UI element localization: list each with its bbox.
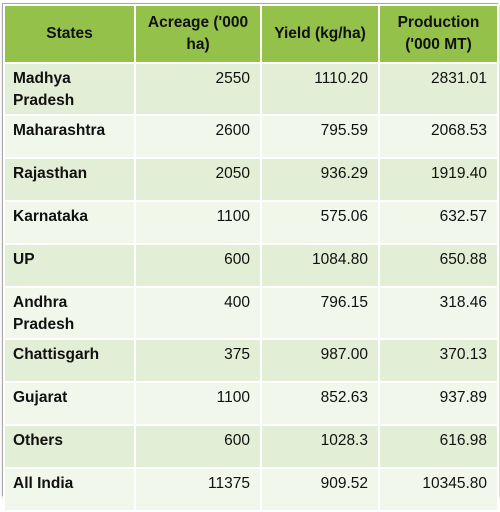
state-cell: Karnataka [3,200,136,245]
yield-cell: 936.29 [260,157,380,202]
state-cell: Maharashtra [3,114,136,159]
yield-cell: 1110.20 [260,62,380,116]
yield-cell: 1028.3 [260,424,380,469]
yield-cell: 575.06 [260,200,380,245]
table-row: Rajasthan 2050 936.29 1919.40 [3,157,499,202]
acreage-cell: 375 [134,338,262,383]
table-row: UP 600 1084.80 650.88 [3,243,499,288]
production-cell: 937.89 [378,381,499,426]
state-cell: Andhra Pradesh [3,286,136,340]
state-cell: Gujarat [3,381,136,426]
acreage-cell: 2550 [134,62,262,116]
yield-cell: 852.63 [260,381,380,426]
table-row: Maharashtra 2600 795.59 2068.53 [3,114,499,159]
acreage-cell: 11375 [134,467,262,512]
data-table-frame: States Acreage ('000 ha) Yield (kg/ha) P… [2,3,499,512]
state-cell: Madhya Pradesh [3,62,136,116]
state-cell: Chattisgarh [3,338,136,383]
production-cell: 650.88 [378,243,499,288]
acreage-cell: 600 [134,243,262,288]
production-cell: 370.13 [378,338,499,383]
table-row: Chattisgarh 375 987.00 370.13 [3,338,499,383]
yield-cell: 795.59 [260,114,380,159]
yield-cell: 987.00 [260,338,380,383]
acreage-cell: 1100 [134,200,262,245]
production-cell: 318.46 [378,286,499,340]
yield-cell: 1084.80 [260,243,380,288]
yield-cell: 909.52 [260,467,380,512]
production-cell: 10345.80 [378,467,499,512]
table-row: Others 600 1028.3 616.98 [3,424,499,469]
acreage-cell: 2050 [134,157,262,202]
header-states: States [3,4,136,64]
header-yield: Yield (kg/ha) [260,4,380,64]
production-cell: 632.57 [378,200,499,245]
production-cell: 1919.40 [378,157,499,202]
table-row: Karnataka 1100 575.06 632.57 [3,200,499,245]
header-production: Production ('000 MT) [378,4,499,64]
state-cell: UP [3,243,136,288]
table-row: Madhya Pradesh 2550 1110.20 2831.01 [3,62,499,116]
state-cell: Rajasthan [3,157,136,202]
state-cell: All India [3,467,136,512]
production-cell: 2068.53 [378,114,499,159]
state-cell: Others [3,424,136,469]
state-production-table: States Acreage ('000 ha) Yield (kg/ha) P… [3,4,499,512]
table-row: Andhra Pradesh 400 796.15 318.46 [3,286,499,340]
production-cell: 2831.01 [378,62,499,116]
acreage-cell: 1100 [134,381,262,426]
table-row-total: All India 11375 909.52 10345.80 [3,467,499,512]
header-acreage: Acreage ('000 ha) [134,4,262,64]
table-header-row: States Acreage ('000 ha) Yield (kg/ha) P… [3,4,499,64]
acreage-cell: 400 [134,286,262,340]
table-row: Gujarat 1100 852.63 937.89 [3,381,499,426]
yield-cell: 796.15 [260,286,380,340]
acreage-cell: 600 [134,424,262,469]
acreage-cell: 2600 [134,114,262,159]
production-cell: 616.98 [378,424,499,469]
